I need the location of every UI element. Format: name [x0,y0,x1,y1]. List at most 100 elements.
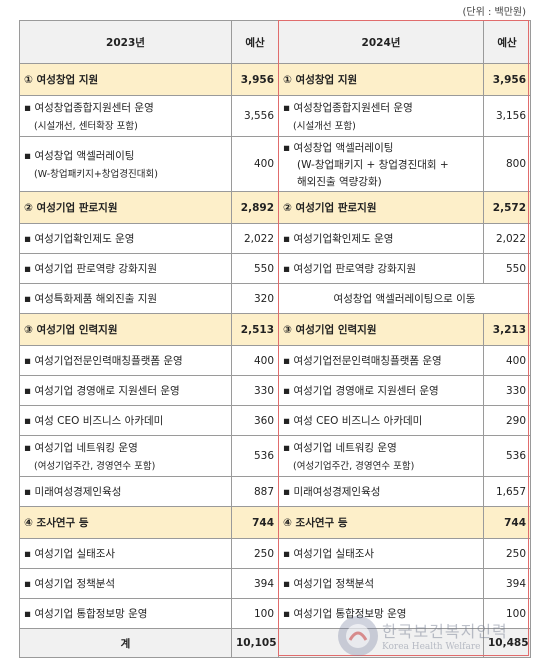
value-2023: 330 [231,375,279,406]
item-sub-label: (W-창업패키지 + 창업경진대회 + [297,158,449,171]
header-2024: 2024년 [278,20,484,64]
item-sub-label: (시설개선, 센터확장 포함) [34,121,138,132]
item-2024: ▪ 여성기업 실태조사 [278,538,484,569]
item-sub-label: 해외진출 역량강화) [297,175,382,188]
item-label: 미래여성경제인육성 [293,486,381,498]
value-2024: 1,657 [483,476,531,507]
table-row: ▪ 여성기업 실태조사 250 ▪ 여성기업 실태조사 250 [19,538,531,569]
item-2023: ▪ 미래여성경제인육성 [19,476,232,507]
value-2023: 2,022 [231,223,279,254]
value-2023: 250 [231,538,279,569]
item-label: 여성기업 네트워킹 운영 [34,442,138,454]
item-2023: ▪ 여성기업전문인력매칭플랫폼 운영 [19,345,232,376]
value-2024: 800 [483,136,531,192]
item-label: 여성기업 실태조사 [293,548,375,560]
category-row: ④ 조사연구 등 744 ④ 조사연구 등 744 [19,506,531,539]
item-2024: ▪ 미래여성경제인육성 [278,476,484,507]
item-label: 여성기업 실태조사 [34,548,116,560]
item-2024: ▪ 여성기업 통합정보망 운영 [278,598,484,629]
header-2023: 2023년 [19,20,232,64]
item-label: 여성기업 네트워킹 운영 [293,442,397,454]
item-label: 여성기업 판로역량 강화지원 [293,263,417,275]
item-2024: ▪ 여성기업전문인력매칭플랫폼 운영 [278,345,484,376]
value-2024: 536 [483,435,531,477]
watermark-logo-icon [338,616,378,656]
header-row: 2023년 예산 2024년 예산 [19,20,531,64]
value-2024: 3,156 [483,95,531,137]
value-2023: 2,892 [231,191,279,224]
total-2023: 10,105 [231,628,279,658]
value-2023: 100 [231,598,279,629]
table-row: ▪ 여성기업확인제도 운영 2,022 ▪ 여성기업확인제도 운영 2,022 [19,223,531,254]
watermark: 한국보건복지인력 Korea Health Welfare [336,610,536,666]
watermark-text: 한국보건복지인력 [382,622,508,641]
category-row: ① 여성창업 지원 3,956 ① 여성창업 지원 3,956 [19,63,531,96]
value-2024: 2,572 [483,191,531,224]
item-label: 여성기업전문인력매칭플랫폼 운영 [293,355,442,367]
value-2024: 100 [483,598,531,629]
value-2023: 400 [231,345,279,376]
value-2024: 250 [483,538,531,569]
value-2023: 3,556 [231,95,279,137]
value-2023: 2,513 [231,313,279,346]
table-row: ▪ 여성 CEO 비즈니스 아카데미 360 ▪ 여성 CEO 비즈니스 아카데… [19,405,531,436]
item-2023: ▪ 여성기업 정책분석 [19,568,232,599]
header-budget-2024: 예산 [483,20,531,64]
item-2024: ▪ 여성창업종합지원센터 운영 (시설개선 포함) [278,95,484,137]
category-2023: ④ 조사연구 등 [19,506,232,539]
category-2023: ① 여성창업 지원 [19,63,232,96]
item-2024: ▪ 여성 CEO 비즈니스 아카데미 [278,405,484,436]
value-2023: 536 [231,435,279,477]
item-2023: ▪ 여성기업확인제도 운영 [19,223,232,254]
item-label: 여성기업 통합정보망 운영 [34,608,148,620]
item-label: 미래여성경제인육성 [34,486,122,498]
item-sub-label: (여성기업주간, 경영연수 포함) [293,461,415,472]
table-row: ▪ 여성기업 경영애로 지원센터 운영 330 ▪ 여성기업 경영애로 지원센터… [19,375,531,406]
value-2023: 3,956 [231,63,279,96]
total-2024: 10,485 [483,628,531,658]
value-2023: 887 [231,476,279,507]
item-label: 여성기업 경영애로 지원센터 운영 [293,385,439,397]
item-2023: ▪ 여성창업 액셀러레이팅 (W-창업패키지+창업경진대회) [19,136,232,192]
item-label: 여성창업종합지원센터 운영 [34,102,154,114]
item-2024: ▪ 여성기업 경영애로 지원센터 운영 [278,375,484,406]
item-label: 여성창업 액셀러레이팅 [34,150,135,162]
category-2024: ③ 여성기업 인력지원 [278,313,484,346]
item-2023: ▪ 여성기업 네트워킹 운영 (여성기업주간, 경영연수 포함) [19,435,232,477]
item-2024: ▪ 여성기업 정책분석 [278,568,484,599]
value-2023: 400 [231,136,279,192]
item-2024: ▪ 여성기업확인제도 운영 [278,223,484,254]
item-label: 여성기업전문인력매칭플랫폼 운영 [34,355,183,367]
item-label: 여성 CEO 비즈니스 아카데미 [34,415,164,427]
item-2023: ▪ 여성 CEO 비즈니스 아카데미 [19,405,232,436]
item-label: 여성기업 통합정보망 운영 [293,608,407,620]
item-sub-label: (W-창업패키지+창업경진대회) [34,169,158,180]
value-2023: 550 [231,253,279,284]
table-row: ▪ 여성기업 판로역량 강화지원 550 ▪ 여성기업 판로역량 강화지원 55… [19,253,531,284]
value-2024: 400 [483,345,531,376]
item-label: 여성창업 액셀러레이팅 [293,141,394,154]
value-2023: 360 [231,405,279,436]
table-row: ▪ 여성기업 통합정보망 운영 100 ▪ 여성기업 통합정보망 운영 100 [19,598,531,629]
item-2023: ▪ 여성특화제품 해외진출 지원 [19,283,232,314]
category-2023: ② 여성기업 판로지원 [19,191,232,224]
table-row: ▪ 여성창업종합지원센터 운영 (시설개선, 센터확장 포함) 3,556 ▪ … [19,95,531,137]
value-2024: 3,956 [483,63,531,96]
item-2023: ▪ 여성기업 실태조사 [19,538,232,569]
value-2023: 744 [231,506,279,539]
item-label: 여성창업종합지원센터 운영 [293,102,413,114]
value-2024: 394 [483,568,531,599]
table-row: ▪ 여성기업 정책분석 394 ▪ 여성기업 정책분석 394 [19,568,531,599]
value-2024: 330 [483,375,531,406]
item-label: 여성특화제품 해외진출 지원 [34,293,158,305]
table-row: ▪ 여성창업 액셀러레이팅 (W-창업패키지+창업경진대회) 400 ▪ 여성창… [19,136,531,192]
value-2024: 2,022 [483,223,531,254]
item-2024: ▪ 여성창업 액셀러레이팅 (W-창업패키지 + 창업경진대회 + 해외진출 역… [278,136,484,192]
item-2023: ▪ 여성기업 통합정보망 운영 [19,598,232,629]
category-row: ② 여성기업 판로지원 2,892 ② 여성기업 판로지원 2,572 [19,191,531,224]
total-row: 계 10,105 10,485 [19,628,531,658]
item-label: 여성기업확인제도 운영 [293,233,394,245]
category-2024: ① 여성창업 지원 [278,63,484,96]
total-label: 계 [19,628,232,658]
item-2024: ▪ 여성기업 판로역량 강화지원 [278,253,484,284]
